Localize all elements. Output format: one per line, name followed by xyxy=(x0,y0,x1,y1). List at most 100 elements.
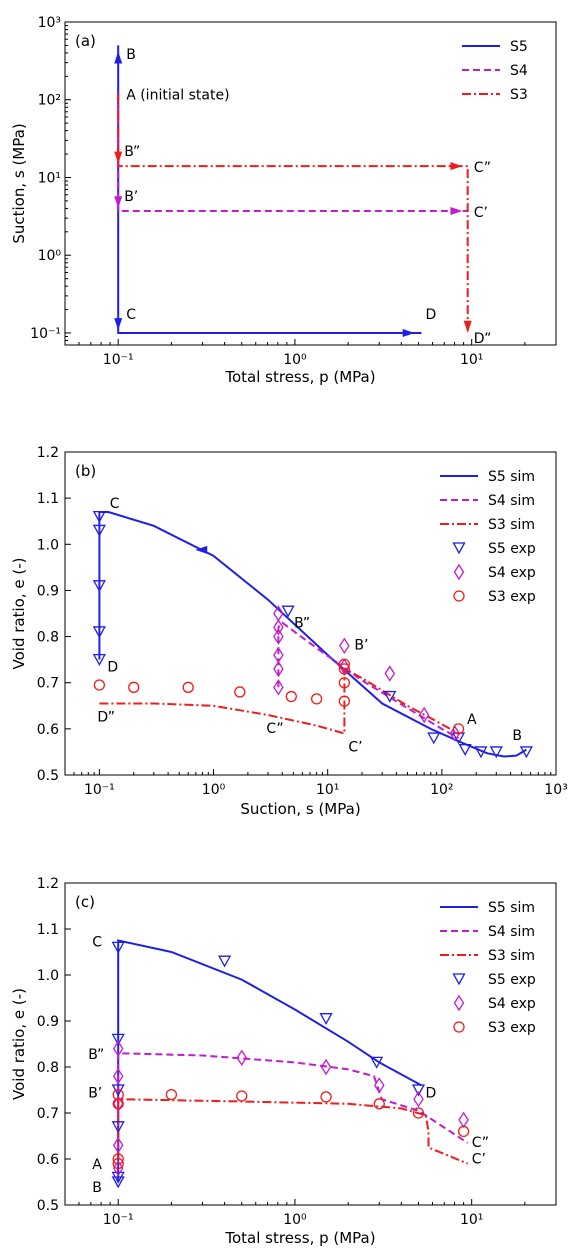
data-point-s4-exp xyxy=(112,1136,124,1154)
data-point-s4-exp xyxy=(236,1049,248,1067)
x-tick-label: 10⁻¹ xyxy=(84,782,115,798)
y-axis-label: Suction, s (MPa) xyxy=(10,123,28,243)
legend: S5 sim S4 sim S3 sim S5 exp S4 exp S3 exp xyxy=(440,469,536,605)
point-annotation: B’ xyxy=(88,1085,102,1101)
chart-panel-a: 10⁻¹ 10⁰ 10¹ 10⁻¹ 10⁰ 10¹ 10² 10³ Total stress, … xyxy=(10,15,557,386)
axes-frame xyxy=(64,882,557,1206)
point-annotation: C xyxy=(126,307,136,323)
data-point-s4-exp xyxy=(458,1111,469,1129)
data-point-s5-exp xyxy=(411,1084,426,1097)
x-axis-label: Total stress, p (MPa) xyxy=(224,1229,375,1247)
data-point-s5-exp xyxy=(519,746,533,759)
x-tick-label: 10⁻¹ xyxy=(103,352,134,368)
data-point-s4-exp xyxy=(273,628,284,645)
legend-label: S5 sim xyxy=(488,900,535,916)
plot-area xyxy=(111,939,470,1189)
data-point-s3-exp xyxy=(338,695,351,707)
legend: S5 S4 S3 xyxy=(462,39,528,103)
data-point-s4-exp xyxy=(339,637,350,655)
data-point-s3-exp xyxy=(112,1098,124,1110)
data-point-s5-exp xyxy=(281,605,295,618)
series-line-s3-sim xyxy=(117,1098,469,1165)
series-line-s5 xyxy=(117,45,422,334)
data-point-s5-exp xyxy=(111,1121,125,1134)
y-tick-label: 0.6 xyxy=(37,722,59,738)
data-point-s5-exp xyxy=(383,690,397,703)
data-point-s3-exp xyxy=(310,693,323,705)
point-annotation: B” xyxy=(124,144,140,160)
data-point-s5-exp xyxy=(111,941,125,954)
data-point-s3-exp xyxy=(320,1091,332,1103)
series-line-s3-sim xyxy=(99,667,459,735)
data-point-s3-exp xyxy=(452,723,465,735)
point-annotation: C” xyxy=(472,1135,489,1151)
data-point-s4-exp xyxy=(273,679,284,696)
legend-label: S4 exp xyxy=(488,565,536,581)
legend-label: S4 exp xyxy=(488,996,536,1012)
y-tick-label: 10² xyxy=(38,93,61,109)
data-point-s5-exp xyxy=(92,524,106,537)
data-point-s3-exp xyxy=(165,1088,178,1101)
legend-label: S5 exp xyxy=(488,972,536,988)
x-tick-label: 10⁰ xyxy=(202,782,226,798)
data-point-s5-exp xyxy=(474,746,488,759)
y-tick-label: 0.5 xyxy=(37,768,59,784)
legend: S5 sim S4 sim S3 sim S5 exp S4 exp S3 exp xyxy=(440,900,536,1036)
point-annotation: C’ xyxy=(474,205,488,221)
legend-marker-s3-exp xyxy=(453,590,465,602)
legend-label: S4 sim xyxy=(488,493,535,509)
legend-marker-s3-exp xyxy=(453,1021,465,1033)
data-point-s5-exp xyxy=(427,732,441,745)
y-tick-label: 0.6 xyxy=(37,1152,59,1168)
point-annotation: D xyxy=(425,1085,436,1101)
data-point-s5-exp xyxy=(92,510,106,523)
point-annotation: C’ xyxy=(348,739,362,755)
data-point-s4-exp xyxy=(418,706,430,724)
y-tick-label: 1.2 xyxy=(37,876,59,892)
legend-label: S3 exp xyxy=(488,1020,536,1036)
legend-label: S5 exp xyxy=(488,541,536,557)
series-line-s5-sim xyxy=(98,511,527,758)
y-tick-label: 0.9 xyxy=(37,1014,59,1030)
x-tick-label: 10¹ xyxy=(316,782,339,798)
data-point-s5-exp xyxy=(489,746,503,759)
chart-panel-b: 10⁻¹ 10⁰ 10¹ 10² 10³ 0.5 0.6 0.7 0.8 0.9 1.0 1.1 1.2… xyxy=(10,445,568,818)
y-tick-label: 1.0 xyxy=(37,968,59,984)
point-annotation: B xyxy=(126,47,136,63)
data-point-s3-exp xyxy=(234,686,246,698)
data-point-s4-exp xyxy=(112,1159,124,1177)
point-annotation: C xyxy=(92,935,102,951)
data-point-s5-exp xyxy=(111,1176,125,1189)
data-point-s5-exp xyxy=(111,1033,125,1046)
data-point-s3-exp xyxy=(236,1090,248,1102)
data-point-s5-exp xyxy=(370,1056,384,1069)
point-annotation: C’ xyxy=(472,1152,486,1168)
y-axis-label: Void ratio, e (-) xyxy=(10,558,28,670)
axes-frame xyxy=(64,451,557,776)
series-line-s4-sim xyxy=(277,621,459,739)
legend-label: S5 xyxy=(510,39,528,55)
data-point-s4-exp xyxy=(413,1090,424,1108)
data-point-s3-exp xyxy=(338,663,351,675)
data-point-s3-exp xyxy=(112,1153,124,1165)
x-axis-label: Suction, s (MPa) xyxy=(240,800,360,818)
y-tick-label: 0.7 xyxy=(37,1106,59,1122)
y-tick-label: 10⁻¹ xyxy=(30,326,61,342)
point-annotation: B xyxy=(92,1180,102,1196)
data-point-s3-exp xyxy=(112,1088,124,1101)
legend-marker-s5-exp xyxy=(452,542,466,555)
x-tick-label: 10⁻¹ xyxy=(103,1212,134,1228)
y-tick-label: 10¹ xyxy=(38,170,61,186)
direction-arrow xyxy=(450,207,463,216)
point-annotation: C xyxy=(110,496,120,512)
x-tick-label: 10¹ xyxy=(460,352,483,368)
y-tick-label: 0.5 xyxy=(37,1198,59,1214)
panel-label: (c) xyxy=(75,893,95,911)
legend-marker-s5-exp xyxy=(452,973,466,986)
series-line-s4 xyxy=(117,93,468,212)
y-tick-label: 0.7 xyxy=(37,676,59,692)
y-tick-label: 0.8 xyxy=(37,1060,59,1076)
point-annotation: B’ xyxy=(124,189,138,205)
x-tick-label: 10⁰ xyxy=(283,1212,307,1228)
data-point-s4-exp xyxy=(373,1077,385,1094)
